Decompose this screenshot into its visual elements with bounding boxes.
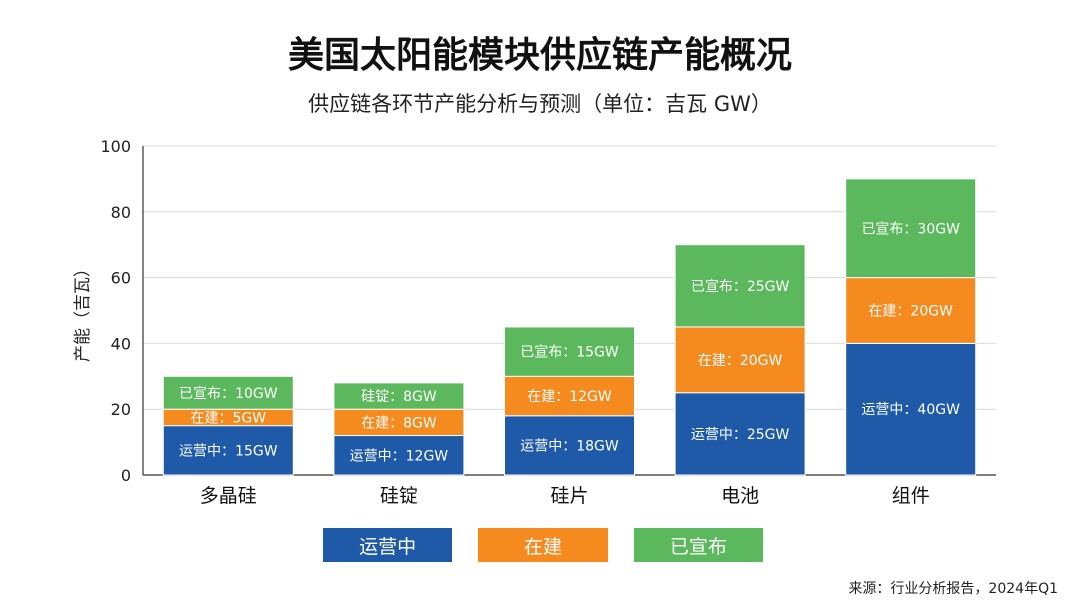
x-category-label: 多晶硅: [200, 485, 257, 507]
chart-title: 美国太阳能模块供应链产能概况: [287, 34, 792, 76]
legend: 运营中 在建 已宣布: [323, 528, 763, 562]
bar-segment: [504, 375, 635, 417]
bar-segment: [504, 326, 635, 377]
bar-segment: [333, 408, 465, 437]
legend-item-announced: 已宣布: [633, 528, 763, 562]
bar-segment: [333, 435, 465, 476]
legend-item-operating: 运营中: [323, 528, 453, 562]
y-tick-label: 80: [111, 203, 131, 222]
bar-data-label: 运营中：18GW: [520, 438, 619, 454]
bar-data-label: 在建：20GW: [868, 304, 953, 320]
bar-data-label: 在建：5GW: [190, 410, 266, 426]
bar-data-label: 已宣布：25GW: [691, 279, 790, 295]
x-category-label: 硅片: [550, 485, 588, 507]
bar-segment: [162, 375, 294, 410]
bar-segment: [333, 382, 465, 410]
bar-segment: [845, 277, 977, 344]
bar-segment: [674, 244, 806, 328]
y-tick-label: 20: [111, 400, 131, 419]
bar-data-label: 在建：8GW: [361, 415, 437, 431]
y-axis-title: 产能（吉瓦）: [73, 260, 93, 362]
axes: 0 20 40 60 80 100 多晶硅 硅锭 硅片 电池 组件: [100, 137, 996, 507]
bars: [162, 178, 977, 476]
bar-segment: [674, 392, 806, 476]
bar-data-label: 运营中：25GW: [691, 427, 790, 443]
bar-data-label: 在建：20GW: [698, 353, 783, 369]
chart-subtitle: 供应链各环节产能分析与预测（单位：吉瓦 GW）: [308, 92, 772, 116]
bar-segment: [162, 425, 294, 476]
legend-label: 已宣布: [669, 535, 727, 558]
legend-label: 运营中: [359, 535, 417, 558]
bar-data-label: 已宣布：30GW: [861, 221, 960, 237]
bar-data-label: 在建：12GW: [527, 389, 612, 405]
source-note: 来源：行业分析报告，2024年Q1: [848, 581, 1058, 597]
bar-data-label: 硅锭：8GW: [361, 389, 437, 405]
y-tick-label: 40: [111, 334, 131, 353]
y-tick-label: 60: [111, 269, 131, 288]
x-category-label: 组件: [892, 485, 930, 507]
y-tick-label: 100: [100, 137, 131, 156]
bar-labels: 运营中：15GW 在建：5GW 已宣布：10GW 运营中：12GW 在建：8GW 硅锭：8…: [179, 221, 960, 464]
legend-label: 在建: [523, 535, 562, 558]
bar-segment: [674, 326, 806, 394]
bar-data-label: 运营中：40GW: [861, 402, 960, 418]
x-category-label: 硅锭: [380, 485, 418, 507]
y-tick-label: 0: [121, 466, 131, 485]
bar-data-label: 已宣布：10GW: [179, 386, 278, 402]
bar-data-label: 运营中：12GW: [350, 448, 449, 464]
bar-segment: [845, 342, 977, 476]
bar-segment: [504, 415, 635, 476]
bar-data-label: 已宣布：15GW: [520, 345, 619, 361]
bar-data-label: 运营中：15GW: [179, 443, 278, 459]
x-category-label: 电池: [721, 485, 759, 507]
bar-segment: [845, 178, 977, 279]
legend-item-building: 在建: [478, 528, 608, 562]
